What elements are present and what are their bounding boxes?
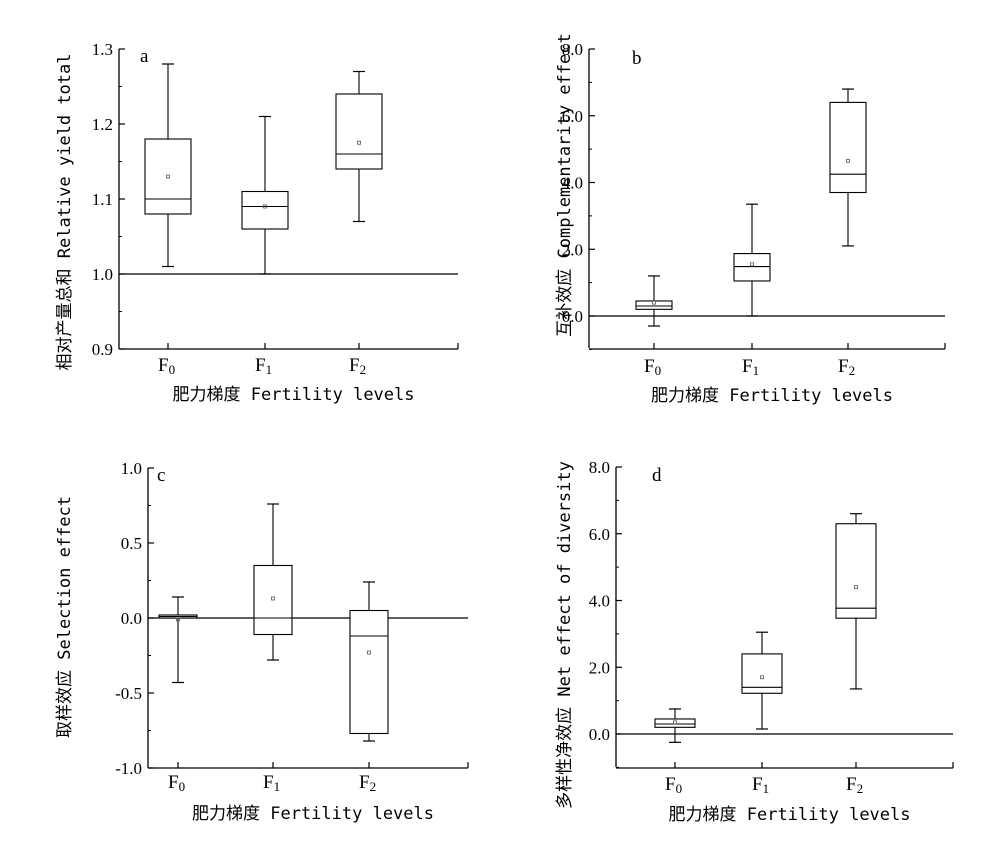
y-tick-label: 8.0	[562, 40, 583, 59]
mean-marker	[760, 675, 764, 680]
chart-panel-c: -1.0 -0.5 0.0 0.5 1.0 F0 F1 F2 肥力梯度 Fertility le…	[55, 459, 469, 824]
panel-letter: d	[652, 465, 662, 486]
panel-letter: a	[140, 46, 149, 67]
mean-marker	[750, 262, 754, 267]
y-tick-label: 1.3	[92, 40, 113, 59]
x-axis-title: 肥力梯度 Fertility levels	[173, 385, 415, 405]
y-tick-label: 0.0	[121, 609, 142, 628]
x-axis-title: 肥力梯度 Fertility levels	[669, 805, 911, 825]
mean-marker	[367, 650, 371, 655]
y-tick-label: 2.0	[589, 658, 610, 677]
y-tick-label: -0.5	[115, 684, 142, 703]
box-F1	[741, 631, 783, 730]
x-axis-title: 肥力梯度 Fertility levels	[192, 804, 434, 824]
box-F0	[654, 708, 696, 743]
chart-panel-d: 0.0 2.0 4.0 6.0 8.0 F0 F1 F2 肥力梯度 Fertility leve…	[555, 458, 954, 825]
mean-marker	[263, 204, 267, 209]
box-F2	[335, 70, 383, 223]
y-axis-title: 相对产量总和 Relative yield total	[55, 54, 75, 371]
box-iqr	[144, 138, 192, 215]
x-category-label: F2	[359, 772, 376, 794]
y-axis-title: 取样效应 Selection effect	[55, 496, 75, 738]
x-category-label: F0	[168, 772, 185, 794]
box-iqr	[654, 718, 696, 728]
y-tick-label: -1.0	[115, 759, 142, 778]
box-iqr	[335, 93, 383, 170]
box-F2	[835, 513, 877, 690]
box-F2	[829, 88, 867, 247]
mean-marker	[854, 585, 858, 590]
box-iqr	[349, 609, 389, 735]
y-tick-label: 1.1	[92, 190, 113, 209]
box-F1	[241, 115, 289, 275]
x-axis-title: 肥力梯度 Fertility levels	[651, 386, 893, 406]
mean-marker	[846, 158, 850, 163]
box-iqr	[835, 523, 877, 619]
box-F2	[349, 581, 389, 742]
y-tick-label: 4.0	[589, 592, 610, 611]
box-iqr	[829, 101, 867, 194]
y-axis-title: 互补效应 Complementarity effect	[555, 33, 575, 336]
x-category-label: F0	[158, 355, 175, 377]
y-axis-title: 多样性净效应 Net effect of diversity	[555, 461, 575, 809]
panel-letter: b	[632, 48, 642, 69]
y-tick-label: 1.2	[92, 115, 113, 134]
chart-panel-b: 0.0 2.0 4.0 6.0 8.0 F0 F1 F2 肥力梯度 Fertility leve…	[555, 33, 946, 406]
mean-marker	[176, 617, 180, 622]
x-category-label: F0	[665, 774, 682, 796]
y-tick-label: 0.0	[589, 725, 610, 744]
box-F1	[733, 203, 771, 317]
y-tick-label: 0.0	[562, 307, 583, 326]
box-F0	[144, 63, 192, 268]
box-iqr	[635, 300, 673, 310]
y-tick-label: 4.0	[562, 174, 583, 193]
mean-marker	[271, 596, 275, 601]
mean-marker	[673, 720, 677, 725]
x-category-label: F2	[349, 355, 366, 377]
x-category-label: F2	[846, 774, 863, 796]
x-category-label: F1	[263, 772, 280, 794]
y-tick-label: 1.0	[92, 265, 113, 284]
y-tick-label: 0.9	[92, 340, 113, 359]
box-iqr	[241, 190, 289, 230]
box-iqr	[733, 253, 771, 282]
x-category-label: F0	[644, 356, 661, 378]
box-iqr	[741, 653, 783, 694]
x-category-label: F2	[838, 356, 855, 378]
box-F0	[158, 596, 198, 684]
box-F1	[253, 503, 293, 661]
x-category-label: F1	[255, 355, 272, 377]
y-tick-label: 6.0	[562, 107, 583, 126]
y-tick-label: 1.0	[121, 459, 142, 478]
mean-marker	[357, 140, 361, 145]
y-tick-label: 8.0	[589, 458, 610, 477]
y-tick-label: 2.0	[562, 240, 583, 259]
y-tick-label: 0.5	[121, 534, 142, 553]
panel-letter: c	[157, 465, 165, 486]
box-F0	[635, 275, 673, 327]
mean-marker	[166, 174, 170, 179]
y-tick-label: 6.0	[589, 525, 610, 544]
mean-marker	[652, 300, 656, 305]
x-category-label: F1	[742, 356, 759, 378]
chart-panel-a: 0.9 1.0 1.1 1.2 1.3 F0 F1 F2 肥力梯度 Fertility leve…	[55, 40, 459, 405]
x-category-label: F1	[752, 774, 769, 796]
